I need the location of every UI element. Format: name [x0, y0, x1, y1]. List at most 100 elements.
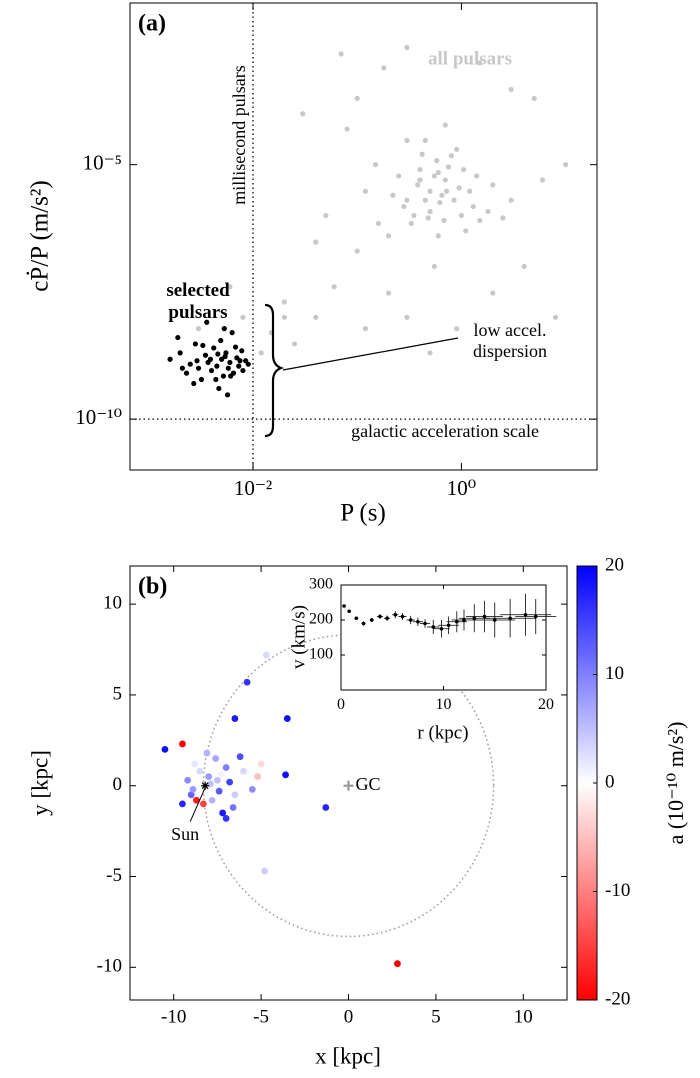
plot-area [341, 585, 546, 690]
point [451, 197, 457, 203]
x-tick-label: 0 [344, 1006, 354, 1027]
point [313, 239, 319, 245]
point [240, 367, 246, 374]
point [240, 767, 248, 775]
y-tick-label: 10⁻¹⁰ [75, 405, 122, 429]
point [179, 365, 185, 371]
point [416, 619, 420, 624]
point [220, 373, 227, 379]
point [417, 177, 423, 183]
sun-pointer [189, 787, 206, 822]
point [203, 749, 211, 757]
point [431, 173, 437, 179]
point [245, 361, 251, 367]
y-tick-label: 10 [103, 592, 122, 613]
point [281, 299, 287, 305]
point [236, 753, 244, 761]
point [236, 363, 242, 369]
point [227, 284, 233, 290]
point [187, 791, 195, 799]
y-tick-label: 200 [309, 611, 333, 628]
point [419, 151, 425, 157]
point [393, 612, 398, 617]
point [239, 348, 245, 354]
point [454, 146, 460, 152]
point [411, 212, 417, 219]
y-tick-label: -5 [106, 865, 122, 886]
point [523, 612, 528, 617]
point [192, 341, 199, 347]
y-tick-label: -10 [97, 956, 122, 977]
point [439, 192, 445, 198]
colorbar-tick-label: 20 [605, 554, 624, 575]
point [204, 319, 210, 325]
y-tick-label: 5 [113, 683, 123, 704]
point [470, 203, 476, 210]
point [200, 800, 207, 808]
point [281, 314, 287, 320]
point [490, 290, 496, 296]
gc-marker [343, 780, 354, 791]
point [431, 263, 437, 270]
point [212, 755, 220, 762]
point [226, 778, 234, 786]
point [533, 614, 538, 619]
point [422, 197, 428, 203]
point [354, 248, 360, 254]
point [425, 215, 431, 221]
point [435, 169, 441, 176]
point [439, 626, 444, 631]
point [240, 314, 246, 320]
point [415, 182, 421, 188]
point [404, 197, 410, 203]
colorbar-tick-label: -20 [605, 988, 630, 1009]
y-axis-label: y [kpc] [27, 750, 52, 816]
point [508, 616, 512, 621]
point [445, 164, 452, 170]
point [195, 365, 202, 371]
point [454, 326, 460, 332]
point [361, 621, 366, 626]
point [539, 177, 546, 183]
point [231, 715, 239, 722]
point [456, 185, 462, 191]
point [198, 376, 205, 383]
point [161, 746, 169, 753]
y-tick-label: 100 [309, 646, 333, 663]
point [401, 203, 407, 210]
y-tick-label: 300 [309, 576, 333, 593]
point [390, 192, 396, 198]
point [213, 376, 219, 383]
point [179, 800, 186, 808]
annotation-line [282, 337, 459, 371]
point [342, 604, 346, 608]
point [354, 95, 360, 102]
point [191, 760, 199, 768]
point [282, 771, 289, 779]
point [219, 356, 225, 362]
point [219, 809, 227, 817]
point [472, 616, 477, 621]
point [221, 326, 227, 332]
point [338, 51, 344, 57]
point [408, 618, 413, 622]
reference-label: galactic acceleration scale [351, 421, 539, 441]
x-axis-label: P (s) [340, 500, 386, 527]
point [323, 212, 329, 219]
point [423, 621, 427, 626]
point [417, 166, 423, 173]
brace [264, 303, 285, 438]
point [462, 618, 466, 622]
point [378, 614, 382, 619]
x-tick-label: 10 [514, 1006, 533, 1027]
point [531, 95, 537, 102]
point [291, 341, 298, 347]
point [237, 358, 243, 364]
point [461, 166, 467, 173]
point [446, 623, 451, 628]
point [208, 367, 215, 374]
point [217, 771, 225, 779]
y-axis-label: cṖ/P (m/s²) [27, 180, 54, 291]
point [331, 284, 337, 290]
